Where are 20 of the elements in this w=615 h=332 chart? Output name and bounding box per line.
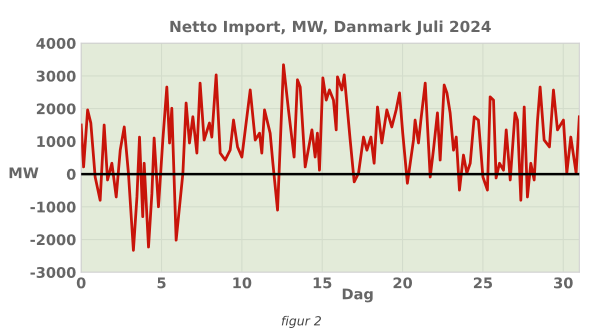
x-tick-label: 20	[394, 277, 412, 288]
line-series	[81, 63, 580, 252]
x-tick-label: 10	[233, 277, 252, 288]
x-tick-label: 30	[554, 277, 573, 288]
y-axis-title: MW	[10, 167, 38, 178]
x-tick-label: 0	[76, 277, 86, 288]
y-tick-label: 4000	[36, 38, 76, 49]
y-tick-label: 3000	[36, 70, 76, 82]
text: figur 2	[282, 316, 321, 328]
x-tick-label: 5	[158, 278, 166, 288]
y-tick-label: -2000	[30, 234, 76, 246]
y-tick-label: 2000	[36, 103, 76, 114]
chart-title: Netto Import, MW, Danmark Juli 2024	[170, 20, 491, 36]
y-tick-label: -1000	[30, 202, 76, 213]
x-tick-label: 25	[474, 277, 492, 288]
y-tick-label: 0	[66, 168, 76, 180]
y-tick-label: 1000	[37, 136, 76, 148]
x-tick-label: 15	[314, 278, 332, 288]
y-tick-label: -3000	[30, 266, 76, 278]
x-axis-title: Dag	[342, 288, 373, 302]
